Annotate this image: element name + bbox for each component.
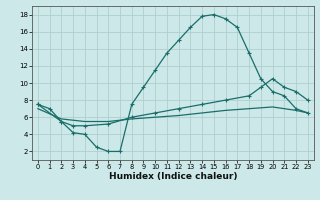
X-axis label: Humidex (Indice chaleur): Humidex (Indice chaleur): [108, 172, 237, 181]
